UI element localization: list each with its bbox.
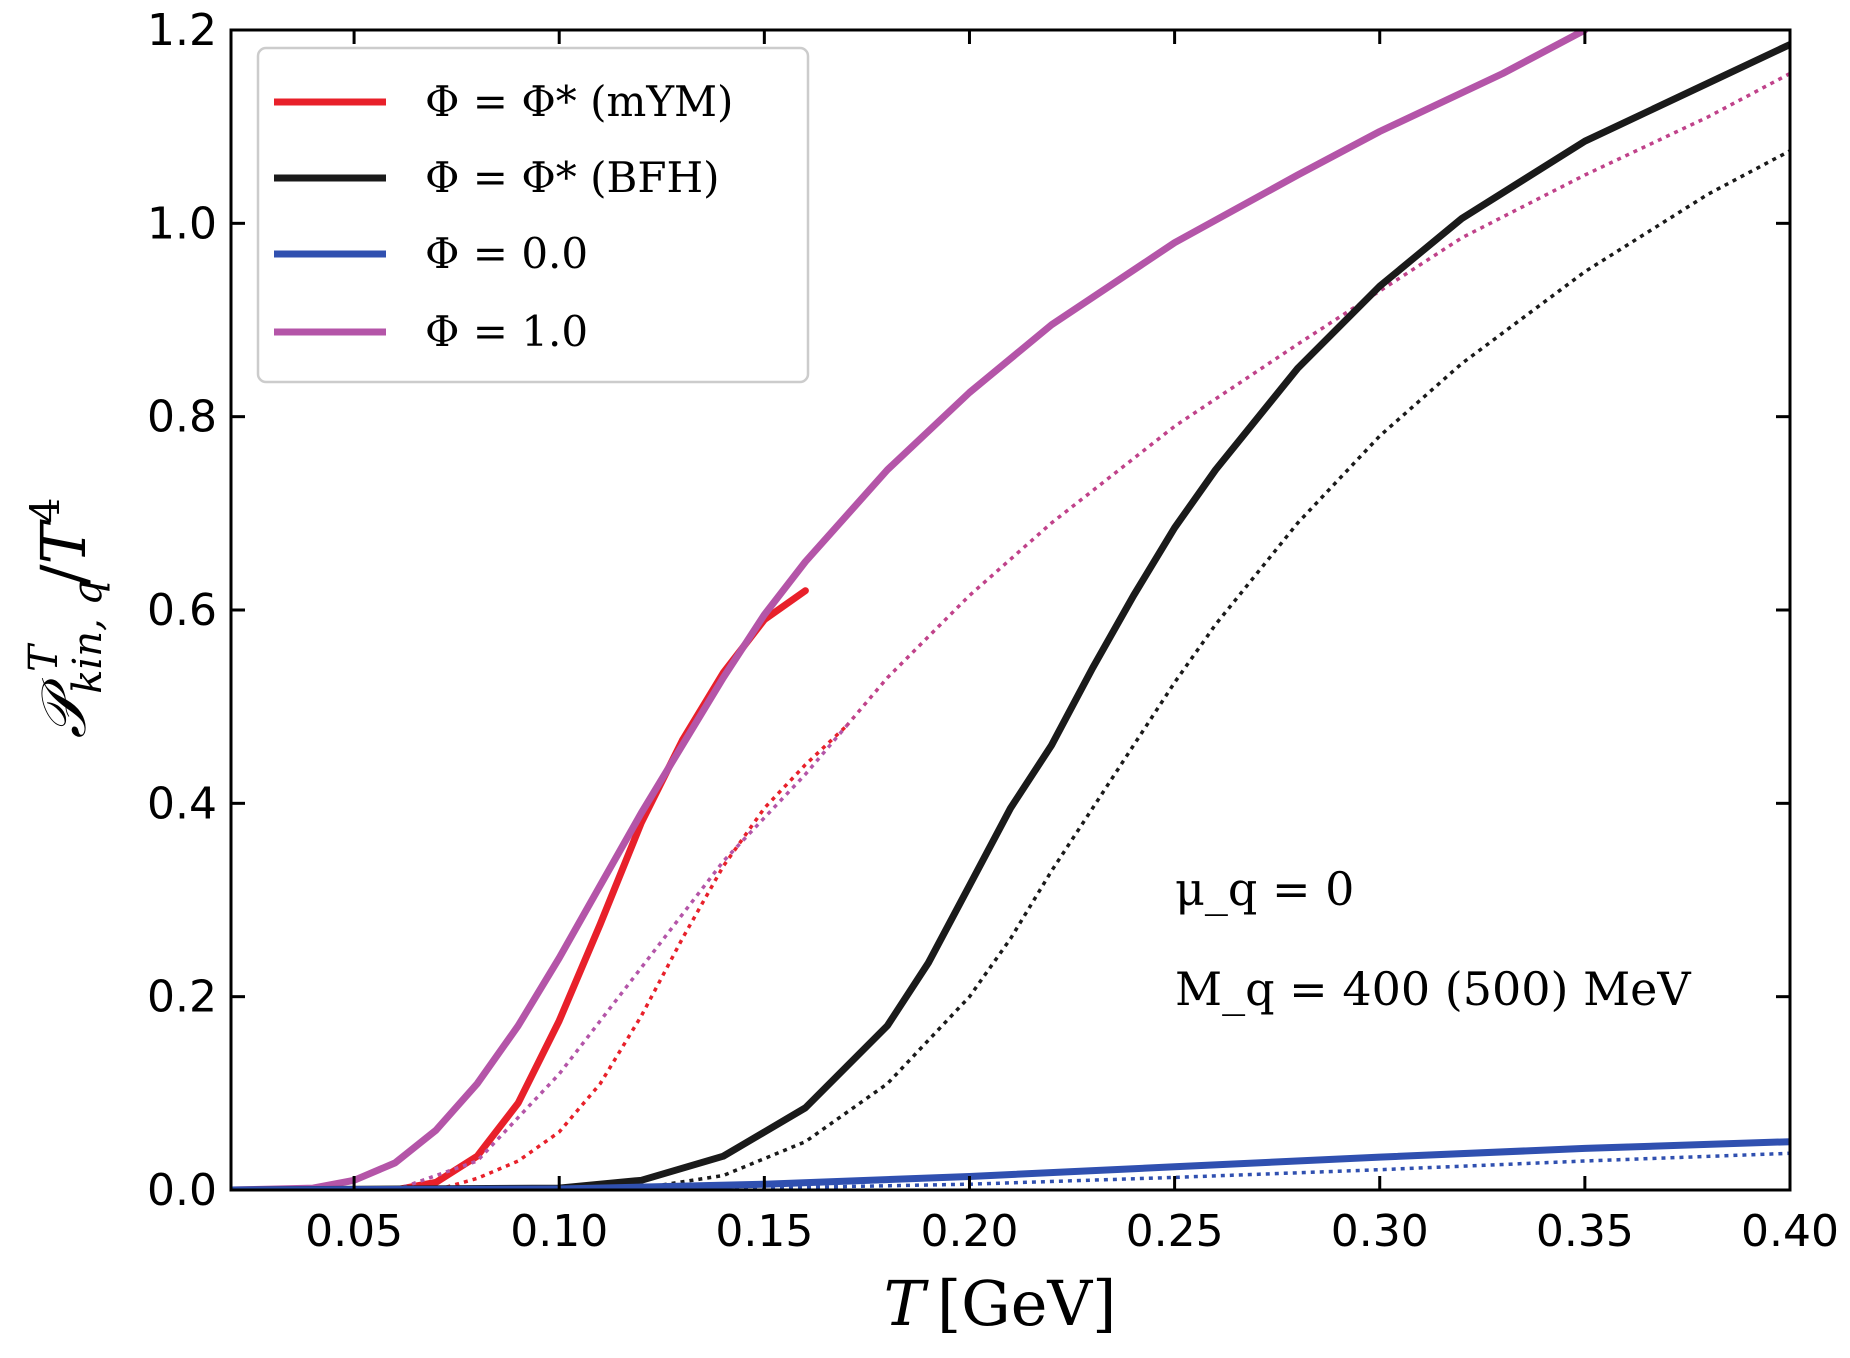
x-tick-label-7: 0.40 bbox=[1741, 1206, 1839, 1257]
series-line-6 bbox=[231, 149, 1790, 1190]
ticks-layer: 0.05 0.10 0.15 0.20 0.25 0.30 0.35 0.40 0.0 0.2 0.… bbox=[147, 5, 1839, 1257]
series-line-1 bbox=[231, 724, 848, 1190]
x-tick-label-6: 0.35 bbox=[1536, 1206, 1634, 1257]
y-tick-label-5: 1.0 bbox=[147, 198, 217, 249]
y-tick-label-0: 0.0 bbox=[147, 1165, 217, 1216]
x-tick-label-5: 0.30 bbox=[1331, 1206, 1429, 1257]
y-tick-label-6: 1.2 bbox=[147, 5, 217, 56]
annotation-mu: μ_q = 0 bbox=[1175, 862, 1354, 916]
y-tick-label-1: 0.2 bbox=[147, 972, 217, 1023]
legend-label-bfh: Φ = Φ* (BFH) bbox=[425, 153, 720, 202]
x-axis-title: T [GeV] bbox=[884, 1267, 1117, 1340]
legend-box bbox=[256, 46, 810, 384]
legend: Φ = Φ* (mYM) Φ = Φ* (BFH) Φ = 0.0 Φ = 1.… bbox=[256, 46, 810, 384]
x-tick-label-4: 0.25 bbox=[1126, 1206, 1224, 1257]
x-tick-label-3: 0.20 bbox=[920, 1206, 1018, 1257]
x-tick-label-0: 0.05 bbox=[305, 1206, 403, 1257]
x-tick-label-2: 0.15 bbox=[715, 1206, 813, 1257]
annotation-mass: M_q = 400 (500) MeV bbox=[1175, 962, 1691, 1016]
legend-label-mym: Φ = Φ* (mYM) bbox=[425, 77, 733, 126]
series-line-2 bbox=[394, 724, 848, 1190]
legend-label-phi1: Φ = 1.0 bbox=[425, 307, 588, 356]
legend-label-phi0: Φ = 0.0 bbox=[425, 229, 588, 278]
series-line-3 bbox=[845, 71, 1790, 728]
y-axis-title: 𝒫kin, qT/T4 bbox=[21, 498, 111, 739]
y-tick-label-4: 0.8 bbox=[147, 392, 217, 443]
series-line-4 bbox=[231, 30, 1589, 1190]
y-tick-label-3: 0.6 bbox=[147, 585, 217, 636]
x-tick-label-1: 0.10 bbox=[510, 1206, 608, 1257]
series-line-5 bbox=[231, 41, 1790, 1190]
y-tick-label-2: 0.4 bbox=[147, 778, 217, 829]
